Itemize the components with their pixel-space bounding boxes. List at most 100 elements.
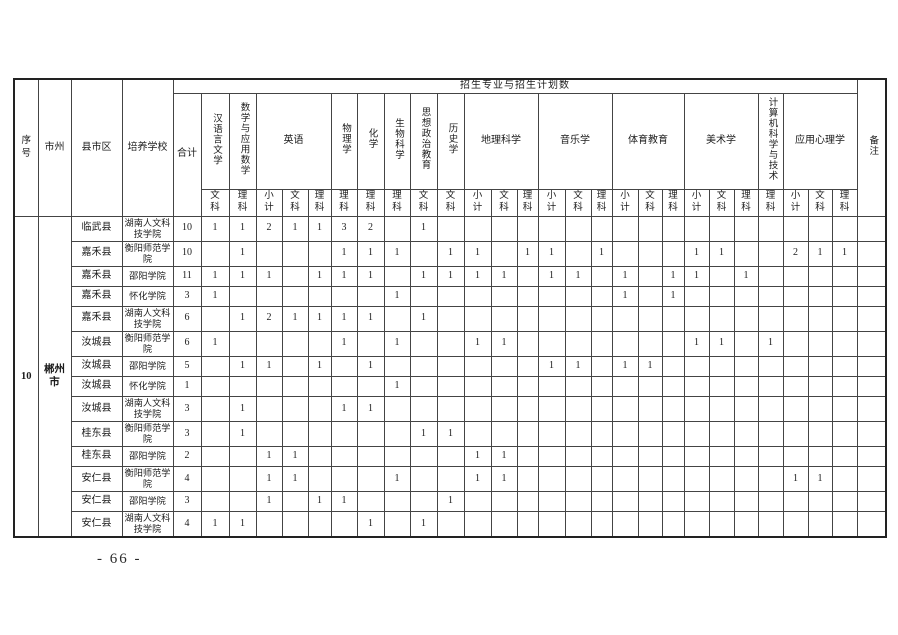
value-cell xyxy=(637,285,663,307)
value-cell: 1 xyxy=(228,240,257,267)
subcol-label: 理科 xyxy=(392,191,402,214)
value-cell: 1 xyxy=(463,240,492,267)
value-cell xyxy=(708,395,735,422)
value-cell xyxy=(757,465,784,492)
value-cell xyxy=(537,305,566,332)
subcol-label: 理科 xyxy=(668,191,678,214)
value-cell: 1 xyxy=(281,445,309,467)
value-cell xyxy=(255,375,283,397)
subject-psychology: 应用心理学 xyxy=(782,92,858,190)
value-cell: 1 xyxy=(590,240,613,267)
value-cell xyxy=(661,305,685,332)
value-cell: 1 xyxy=(436,265,465,287)
value-cell xyxy=(590,465,613,492)
value-cell xyxy=(490,305,518,332)
value-cell: 1 xyxy=(228,510,257,538)
county-cell: 汝城县 xyxy=(70,355,123,377)
table-row: 嘉禾县 衡阳师范学院 10 1 1 1 1 1 1 1 1 1 1 1 2 1 1 xyxy=(14,240,887,267)
value-cell xyxy=(436,510,465,538)
value-cell xyxy=(683,215,710,242)
table-row: 安仁县 邵阳学院 3 1 1 1 1 xyxy=(14,490,887,512)
value-cell: 1 xyxy=(831,240,858,267)
county-cell: 嘉禾县 xyxy=(70,285,123,307)
value-cell xyxy=(782,330,809,357)
value-cell xyxy=(516,395,539,422)
school-cell: 邵阳学院 xyxy=(121,490,174,512)
value-cell: 1 xyxy=(708,330,735,357)
subcol-label: 文科 xyxy=(499,191,509,214)
school-cell: 湖南人文科技学院 xyxy=(121,510,174,538)
value-cell xyxy=(708,375,735,397)
subcol-header: 理科 xyxy=(516,188,539,217)
value-cell xyxy=(831,395,858,422)
value-cell xyxy=(708,490,735,512)
value-cell xyxy=(330,355,358,377)
value-cell xyxy=(611,510,639,538)
school-cell: 邵阳学院 xyxy=(121,265,174,287)
value-cell xyxy=(281,490,309,512)
subject-label: 物理学 xyxy=(339,123,350,155)
value-cell xyxy=(516,490,539,512)
value-cell xyxy=(307,510,332,538)
value-cell xyxy=(228,285,257,307)
value-cell: 1 xyxy=(463,330,492,357)
value-cell xyxy=(590,330,613,357)
value-cell xyxy=(831,355,858,377)
value-cell: 1 xyxy=(200,215,230,242)
value-cell xyxy=(708,355,735,377)
value-cell: 1 xyxy=(564,265,592,287)
value-cell xyxy=(733,395,759,422)
value-cell: 1 xyxy=(255,355,283,377)
remark-cell xyxy=(856,445,887,467)
value-cell xyxy=(782,395,809,422)
value-cell xyxy=(708,465,735,492)
subcol-label: 理科 xyxy=(839,191,850,214)
value-cell xyxy=(661,465,685,492)
subject-politics: 思想政治教育 xyxy=(409,92,438,190)
value-cell: 1 xyxy=(733,265,759,287)
value-cell: 1 xyxy=(661,285,685,307)
value-cell: 1 xyxy=(307,490,332,512)
value-cell xyxy=(281,510,309,538)
value-cell xyxy=(409,465,438,492)
subcol-label: 小计 xyxy=(691,191,702,214)
value-cell xyxy=(436,395,465,422)
value-cell: 1 xyxy=(255,490,283,512)
value-cell xyxy=(463,375,492,397)
value-cell xyxy=(637,305,663,332)
value-cell xyxy=(537,445,566,467)
value-cell xyxy=(831,330,858,357)
subcol-header: 小计 xyxy=(611,188,639,217)
remark-col-header: 备注 xyxy=(856,78,887,217)
header-row-1: 序号 市州 县市区 培养学校 招生专业与招生计划数 备注 xyxy=(13,78,887,217)
remark-cell xyxy=(856,465,887,492)
county-col-header: 县市区 xyxy=(70,78,123,217)
value-cell xyxy=(757,395,784,422)
school-cell: 湖南人文科技学院 xyxy=(121,305,174,332)
table-row: 汝城县 衡阳师范学院 6 1 1 1 1 1 1 1 1 xyxy=(14,330,887,357)
subcol-label: 理科 xyxy=(314,191,325,214)
value-cell xyxy=(733,510,759,538)
city-cell-text: 郴州市 xyxy=(44,363,65,389)
value-cell xyxy=(733,420,759,447)
value-cell xyxy=(683,375,710,397)
value-cell xyxy=(708,445,735,467)
value-cell xyxy=(463,285,492,307)
table-body: 10 郴州市 临武县 湖南人文科技学院 10 1 1 2 1 1 3 2 1 嘉禾县 衡阳师范学院 10 1 1 1… xyxy=(13,215,887,538)
county-cell: 嘉禾县 xyxy=(70,305,123,332)
value-cell xyxy=(590,285,613,307)
subcol-label: 文科 xyxy=(645,191,655,214)
value-cell xyxy=(637,490,663,512)
value-cell xyxy=(683,305,710,332)
value-cell xyxy=(708,265,735,287)
value-cell xyxy=(757,285,784,307)
school-cell: 衡阳师范学院 xyxy=(121,465,174,492)
value-cell xyxy=(409,395,438,422)
value-cell xyxy=(463,305,492,332)
table-row: 嘉禾县 湖南人文科技学院 6 1 2 1 1 1 1 1 xyxy=(14,305,887,332)
subject-chemistry: 化学 xyxy=(356,92,385,190)
county-cell: 临武县 xyxy=(70,215,123,242)
subcol-header: 文科 xyxy=(200,188,230,217)
value-cell xyxy=(463,215,492,242)
